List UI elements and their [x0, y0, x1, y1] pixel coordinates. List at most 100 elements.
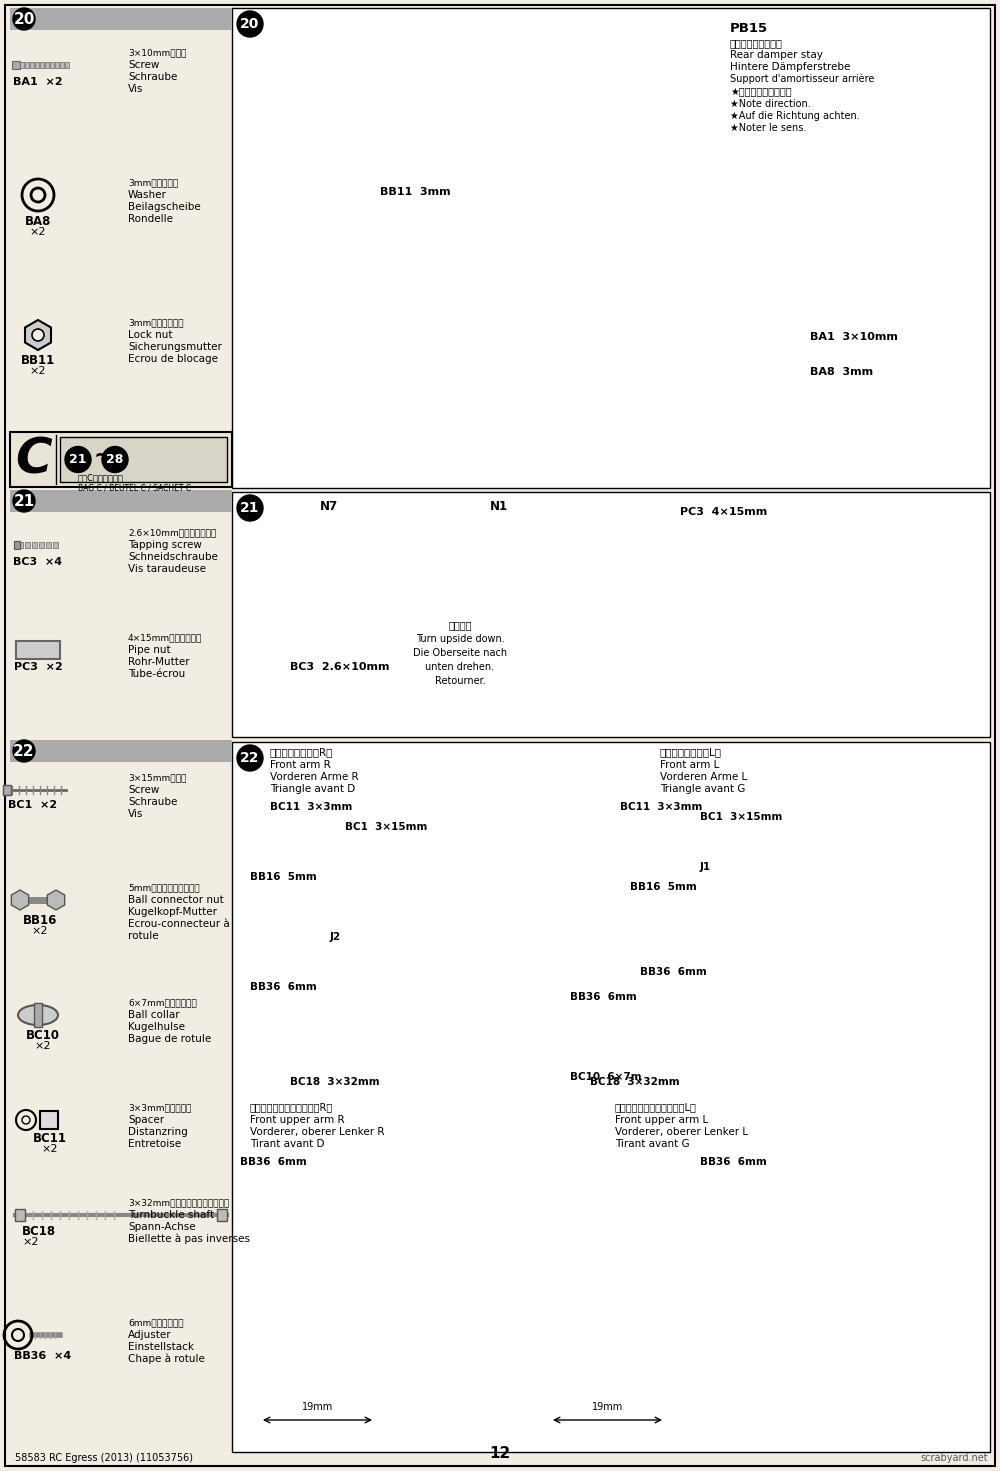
- Text: Tapping screw: Tapping screw: [128, 540, 202, 550]
- Text: BB36  ×4: BB36 ×4: [14, 1350, 72, 1361]
- Text: PB15: PB15: [730, 22, 768, 35]
- Text: Front upper arm L: Front upper arm L: [615, 1115, 708, 1125]
- Text: Kugelhulse: Kugelhulse: [128, 1022, 185, 1033]
- Circle shape: [237, 10, 263, 37]
- Text: Tirant avant G: Tirant avant G: [615, 1139, 690, 1149]
- Text: ×2: ×2: [30, 366, 46, 377]
- Text: 28: 28: [106, 453, 124, 466]
- Text: 58583 RC Egress (2013) (11053756): 58583 RC Egress (2013) (11053756): [15, 1453, 193, 1464]
- Text: ×2: ×2: [42, 1144, 58, 1155]
- Text: BA1  3×10mm: BA1 3×10mm: [810, 332, 898, 341]
- Text: BC11  3×3mm: BC11 3×3mm: [620, 802, 702, 812]
- Text: 4×15mmパイプナット: 4×15mmパイプナット: [128, 633, 202, 641]
- Text: Rondelle: Rondelle: [128, 213, 173, 224]
- Text: Vis taraudeuse: Vis taraudeuse: [128, 563, 206, 574]
- Text: BC3  2.6×10mm: BC3 2.6×10mm: [290, 662, 390, 672]
- Text: 22: 22: [13, 743, 35, 759]
- Text: Einstellstack: Einstellstack: [128, 1342, 194, 1352]
- Bar: [46, 541, 51, 549]
- Text: 3mmロックナット: 3mmロックナット: [128, 318, 184, 327]
- Text: J1: J1: [700, 862, 711, 872]
- Text: 3×32mmターンバックルシャフト: 3×32mmターンバックルシャフト: [128, 1197, 229, 1208]
- Text: BB11: BB11: [21, 355, 55, 366]
- Bar: [3, 786, 11, 794]
- Text: 21: 21: [69, 453, 87, 466]
- Bar: [20, 62, 24, 68]
- Bar: [30, 62, 34, 68]
- Text: Ball collar: Ball collar: [128, 1011, 180, 1019]
- Circle shape: [13, 7, 35, 29]
- Bar: [50, 62, 54, 68]
- Text: BC1  3×15mm: BC1 3×15mm: [345, 822, 427, 833]
- Text: BB36  6mm: BB36 6mm: [570, 991, 637, 1002]
- Bar: [10, 7, 232, 29]
- Text: 3×10mm丸ビス: 3×10mm丸ビス: [128, 49, 186, 57]
- Text: 12: 12: [489, 1446, 511, 1461]
- Text: BC18  3×32mm: BC18 3×32mm: [590, 1077, 680, 1087]
- Text: Screw: Screw: [128, 786, 159, 794]
- Bar: [34, 1003, 42, 1027]
- Bar: [40, 1111, 58, 1130]
- Text: Rear damper stay: Rear damper stay: [730, 50, 823, 60]
- Text: Front arm L: Front arm L: [660, 761, 719, 769]
- Text: Tirant avant D: Tirant avant D: [250, 1139, 324, 1149]
- Text: ★Note direction.: ★Note direction.: [730, 99, 811, 109]
- Text: BB36  6mm: BB36 6mm: [250, 983, 317, 991]
- Text: Front upper arm R: Front upper arm R: [250, 1115, 345, 1125]
- Circle shape: [65, 447, 91, 472]
- Text: Adjuster: Adjuster: [128, 1330, 172, 1340]
- Bar: [10, 740, 232, 762]
- Bar: [12, 60, 20, 69]
- Bar: [10, 490, 232, 512]
- Text: Schraube: Schraube: [128, 797, 177, 808]
- Text: Vorderer, oberer Lenker R: Vorderer, oberer Lenker R: [250, 1127, 384, 1137]
- Text: Ball connector nut: Ball connector nut: [128, 894, 224, 905]
- Text: Sicherungsmutter: Sicherungsmutter: [128, 341, 222, 352]
- Text: 3mmワッシャー: 3mmワッシャー: [128, 178, 178, 187]
- Circle shape: [32, 330, 44, 341]
- Text: BB36  6mm: BB36 6mm: [700, 1158, 767, 1167]
- Text: 19mm: 19mm: [592, 1402, 623, 1412]
- Text: BC11: BC11: [33, 1133, 67, 1144]
- Circle shape: [12, 1328, 24, 1342]
- Text: Washer: Washer: [128, 190, 167, 200]
- Polygon shape: [11, 890, 29, 911]
- Bar: [32, 541, 37, 549]
- Text: BA8  3mm: BA8 3mm: [810, 366, 873, 377]
- Text: Turnbuckle shaft: Turnbuckle shaft: [128, 1211, 214, 1219]
- Text: 袋詰Cを使用します: 袋詰Cを使用します: [78, 474, 124, 482]
- Text: 6mmアジャスター: 6mmアジャスター: [128, 1318, 184, 1327]
- Bar: [18, 541, 23, 549]
- Text: J2: J2: [330, 933, 341, 941]
- Text: C: C: [16, 435, 52, 484]
- Polygon shape: [47, 890, 65, 911]
- Circle shape: [237, 496, 263, 521]
- Bar: [217, 1209, 227, 1221]
- Text: Triangle avant G: Triangle avant G: [660, 784, 745, 794]
- Text: Triangle avant D: Triangle avant D: [270, 784, 355, 794]
- Text: Hintere Dämpferstrebe: Hintere Dämpferstrebe: [730, 62, 850, 72]
- Circle shape: [102, 447, 128, 472]
- Text: Pipe nut: Pipe nut: [128, 644, 171, 655]
- Ellipse shape: [18, 1005, 58, 1025]
- Bar: [39, 541, 44, 549]
- Text: Biellette à pas inverses: Biellette à pas inverses: [128, 1234, 250, 1244]
- Text: Vorderen Arme R: Vorderen Arme R: [270, 772, 359, 783]
- Text: BC11  3×3mm: BC11 3×3mm: [270, 802, 352, 812]
- Text: BB11  3mm: BB11 3mm: [380, 187, 451, 197]
- Text: Entretoise: Entretoise: [128, 1139, 181, 1149]
- Bar: [60, 437, 227, 482]
- Text: 22: 22: [240, 752, 260, 765]
- Text: 20: 20: [240, 18, 260, 31]
- Text: Spann-Achse: Spann-Achse: [128, 1222, 196, 1233]
- Text: 20: 20: [13, 12, 35, 26]
- Circle shape: [13, 740, 35, 762]
- Text: PC3  4×15mm: PC3 4×15mm: [680, 507, 767, 516]
- Text: N7: N7: [320, 500, 338, 513]
- Text: リヤダンパーステー: リヤダンパーステー: [730, 38, 783, 49]
- Text: Vorderen Arme L: Vorderen Arme L: [660, 772, 747, 783]
- Text: 《フロントアームR》: 《フロントアームR》: [270, 747, 333, 758]
- Text: BC10: BC10: [26, 1030, 60, 1041]
- Text: Vis: Vis: [128, 809, 143, 819]
- Text: 5mmピローボールナット: 5mmピローボールナット: [128, 883, 200, 891]
